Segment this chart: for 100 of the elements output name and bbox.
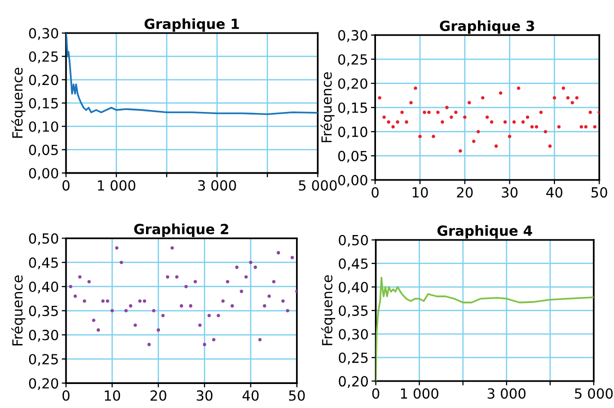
x-tick-label: 1 000 xyxy=(98,180,136,191)
x-tick-label: 30 xyxy=(502,187,518,198)
point xyxy=(440,120,444,124)
y-tick-label: 0,25 xyxy=(29,354,58,366)
chart-title: Graphique 1 xyxy=(144,18,239,32)
point xyxy=(226,280,230,284)
y-tick-label: 0,10 xyxy=(29,121,58,134)
point xyxy=(557,125,561,129)
x-tick-label: 20 xyxy=(150,390,166,401)
point xyxy=(458,149,462,153)
y-axis-title: Fréquence xyxy=(320,72,335,142)
y-tick-label: 0,35 xyxy=(338,305,368,318)
point xyxy=(503,120,507,124)
point xyxy=(156,328,160,332)
x-tick-label: 5 000 xyxy=(298,180,337,191)
point xyxy=(436,110,440,114)
point xyxy=(454,110,458,114)
point xyxy=(207,314,211,318)
x-tick-label: 0 xyxy=(372,187,379,198)
y-tick-label: 0,40 xyxy=(29,282,58,294)
point xyxy=(526,115,530,119)
y-axis-title: Fréquence xyxy=(321,275,336,346)
x-tick-label: 40 xyxy=(242,390,259,401)
x-tick-label: 10 xyxy=(412,187,428,198)
point xyxy=(382,115,386,119)
point xyxy=(391,125,395,129)
x-tick-label: 30 xyxy=(196,390,212,401)
x-tick-label: 10 xyxy=(104,390,120,401)
point xyxy=(490,120,494,124)
chart-title: Graphique 4 xyxy=(437,225,532,239)
point xyxy=(262,304,266,308)
point xyxy=(400,110,404,114)
point xyxy=(548,144,552,148)
x-tick-label: 20 xyxy=(456,187,473,198)
point xyxy=(194,280,197,284)
x-tick-label: 0 xyxy=(372,388,380,399)
point xyxy=(212,338,216,342)
point xyxy=(378,96,382,100)
y-tick-label: 0,25 xyxy=(29,51,58,64)
point xyxy=(530,125,534,129)
y-tick-label: 0,50 xyxy=(29,233,58,246)
point xyxy=(180,304,184,308)
point xyxy=(96,328,100,332)
point xyxy=(562,86,566,90)
x-tick-label: 0 xyxy=(62,180,70,191)
point xyxy=(575,96,579,100)
y-tick-label: 0,20 xyxy=(29,74,58,87)
point xyxy=(272,280,276,284)
point xyxy=(494,144,498,148)
x-tick-label: 1 000 xyxy=(401,388,438,399)
y-tick-label: 0,00 xyxy=(338,174,368,187)
point xyxy=(414,86,418,90)
y-tick-label: 0,30 xyxy=(29,330,58,342)
y-tick-label: 0,30 xyxy=(338,328,368,341)
point xyxy=(68,284,72,288)
point xyxy=(584,125,588,129)
point xyxy=(508,134,512,138)
point xyxy=(463,115,466,119)
point xyxy=(134,323,137,327)
point xyxy=(152,308,156,312)
point xyxy=(248,260,252,264)
point xyxy=(147,342,151,346)
y-tick-label: 0,35 xyxy=(29,306,58,318)
y-tick-label: 0,30 xyxy=(338,30,368,42)
point xyxy=(409,100,413,104)
point xyxy=(138,299,142,303)
point xyxy=(552,96,556,100)
y-tick-label: 0,20 xyxy=(338,78,368,90)
point xyxy=(128,304,132,308)
y-tick-label: 0,25 xyxy=(338,352,368,364)
point xyxy=(539,110,543,114)
y-tick-label: 0,00 xyxy=(29,168,58,180)
point xyxy=(432,134,436,138)
chart-title: Graphique 3 xyxy=(440,20,534,34)
y-tick-label: 0,10 xyxy=(338,126,368,139)
y-tick-label: 0,05 xyxy=(338,150,367,163)
point xyxy=(87,280,91,284)
point xyxy=(450,115,454,119)
point xyxy=(498,91,502,95)
point xyxy=(170,246,174,250)
point xyxy=(593,125,596,129)
x-tick-label: 50 xyxy=(592,187,608,198)
point xyxy=(230,304,234,308)
point xyxy=(570,100,574,104)
point xyxy=(166,275,170,279)
point xyxy=(481,96,484,100)
point xyxy=(124,308,128,312)
point xyxy=(534,125,538,129)
y-tick-label: 0,20 xyxy=(29,378,58,390)
x-tick-label: 40 xyxy=(546,187,562,198)
point xyxy=(254,266,258,269)
y-tick-label: 0,15 xyxy=(338,102,367,114)
point xyxy=(588,110,592,114)
point xyxy=(92,318,96,322)
y-tick-label: 0,45 xyxy=(338,258,368,270)
point xyxy=(175,275,179,279)
point xyxy=(198,323,202,327)
point xyxy=(476,130,480,134)
point xyxy=(110,308,114,312)
point xyxy=(286,308,290,312)
